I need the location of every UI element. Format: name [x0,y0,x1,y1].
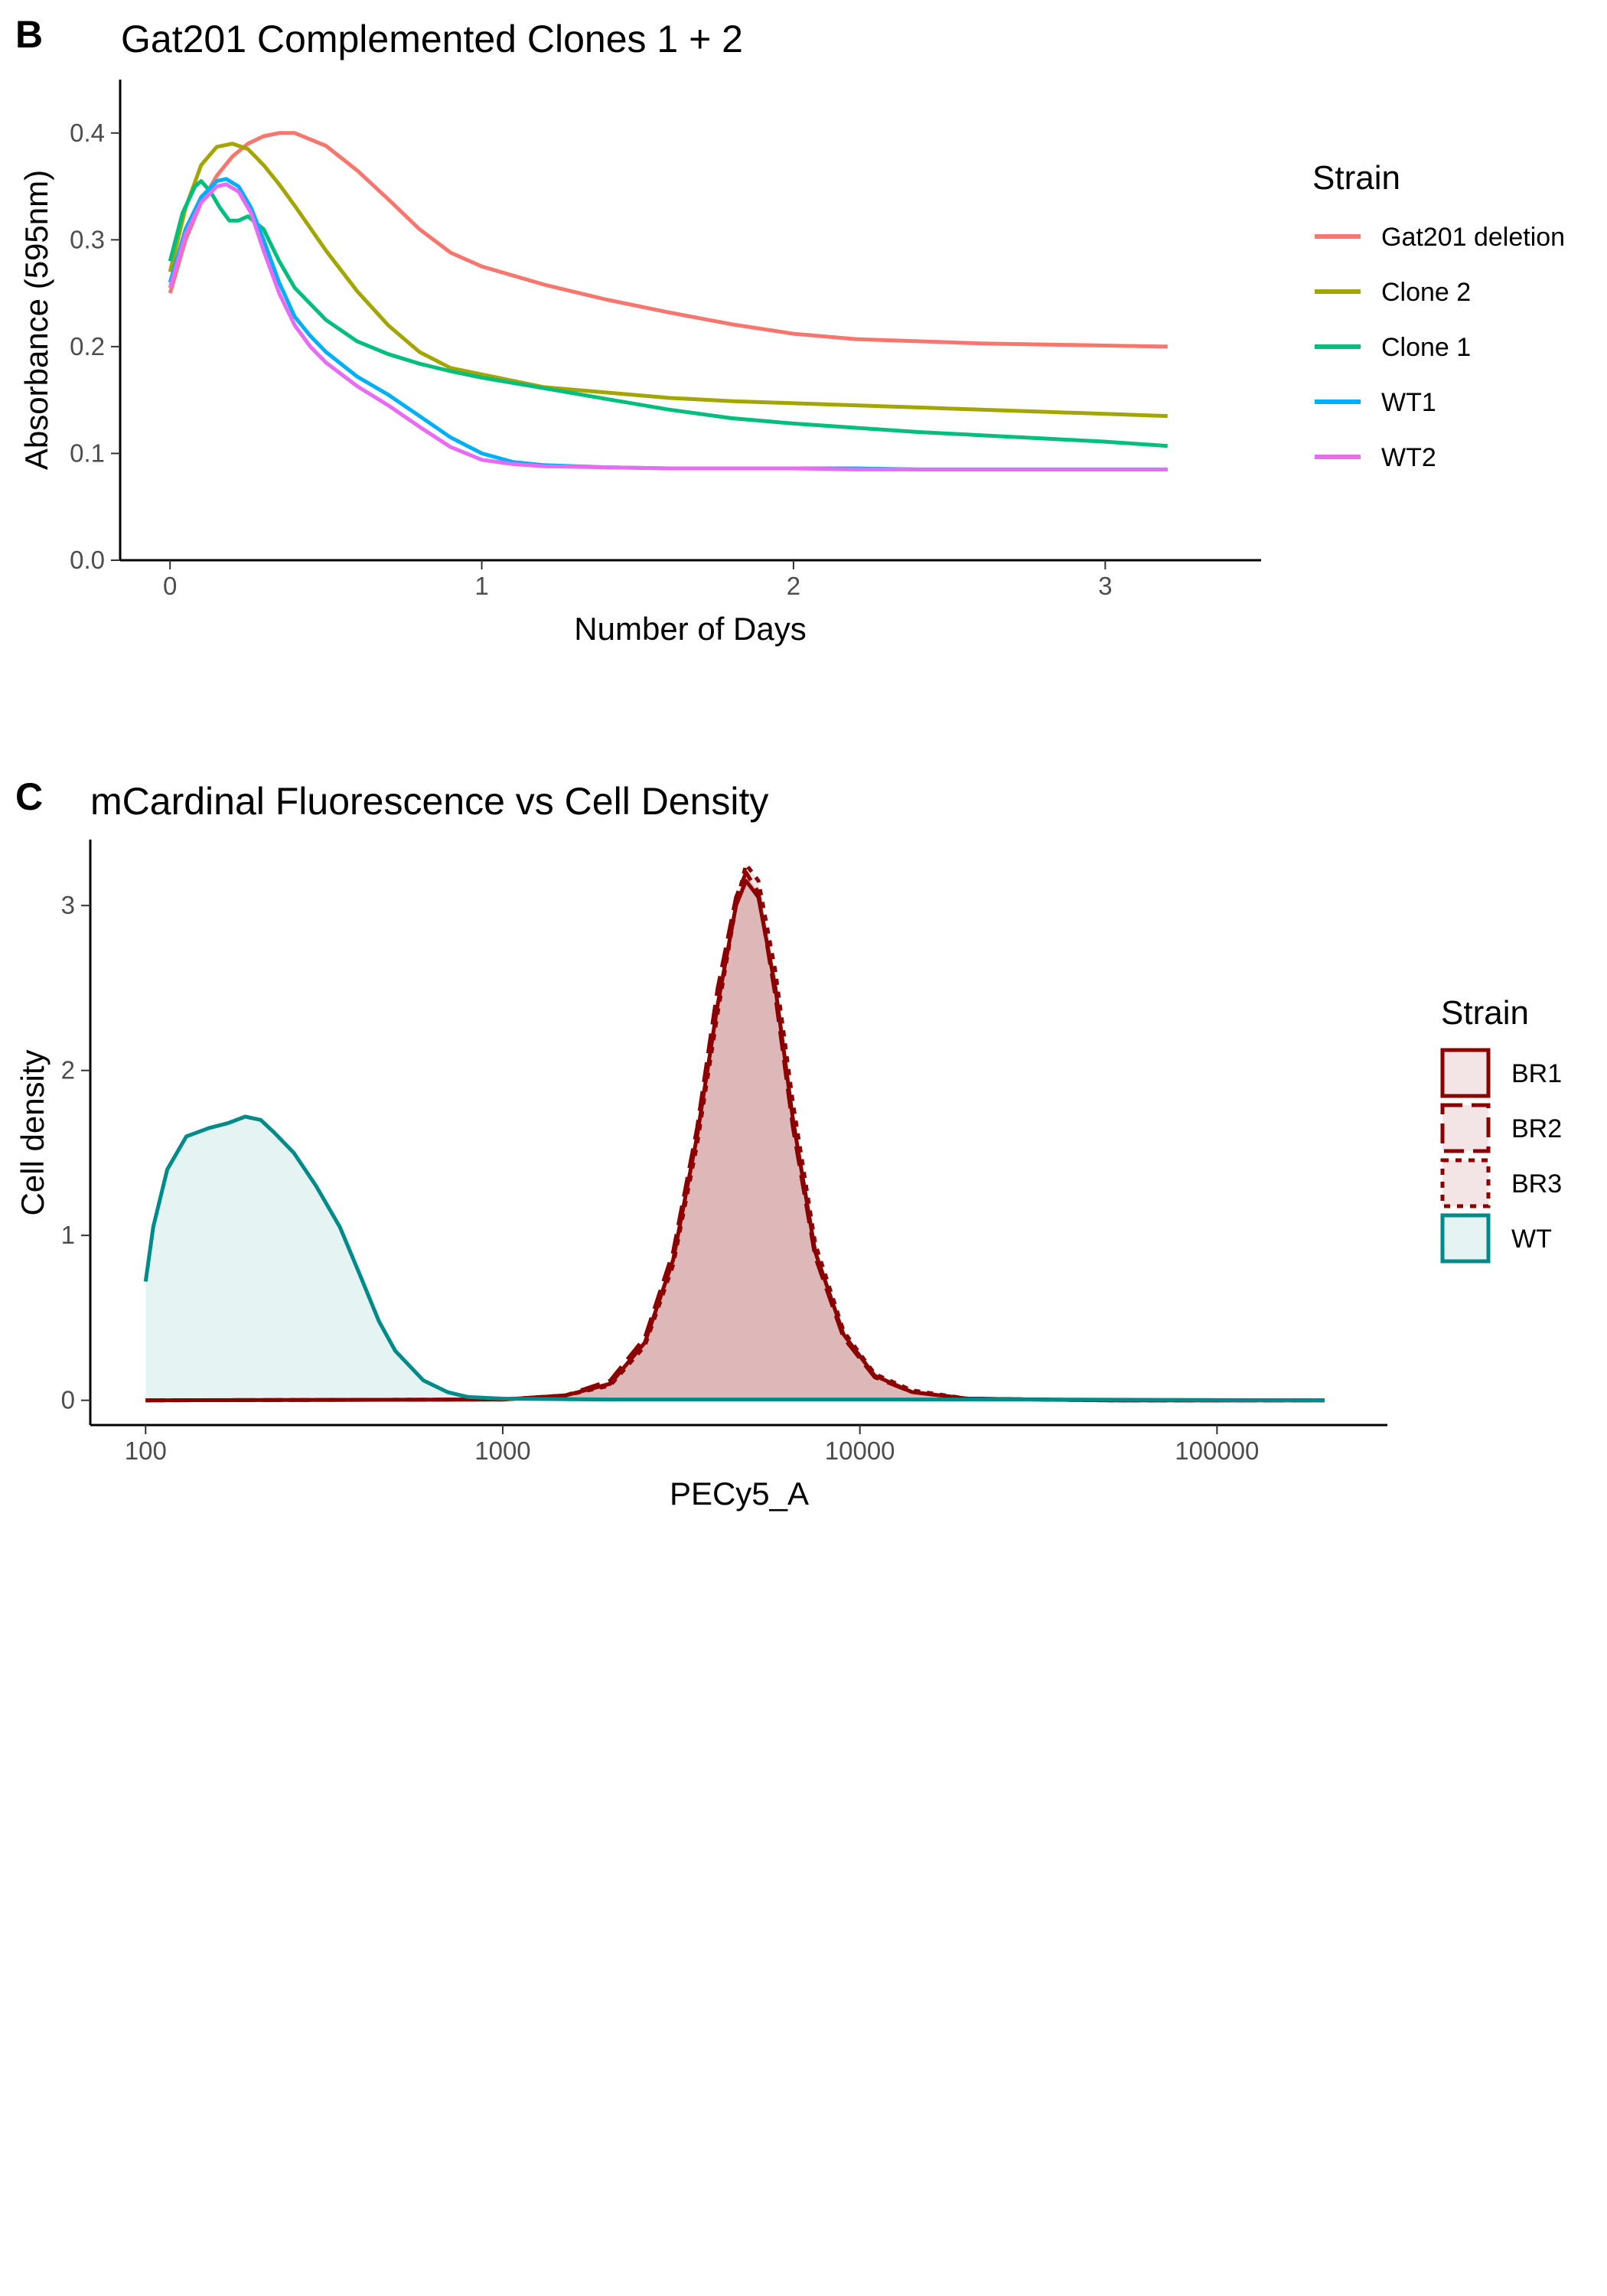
density-line-wt [143,1114,1325,1403]
legend-key-br1 [1440,1048,1491,1098]
y-tick-label: 0.2 [70,332,105,360]
panel-c: C mCardinal Fluorescence vs Cell Density… [15,775,1562,1512]
density-line-br3 [145,862,1325,1403]
legend-key-br3 [1440,1158,1491,1208]
legend-title-b: Strain [1312,159,1400,197]
legend-label-br1: BR1 [1511,1059,1562,1088]
legend-items-b: Gat201 deletion Clone 2 Clone 1 WT1 WT2 [1315,223,1565,472]
legend-items-c: BR1 BR2 BR3 WT [1440,1048,1562,1264]
y-axis-ticks-b: 0.0 0.1 0.2 0.3 0.4 [70,119,120,574]
y-tick-label: 1 [61,1221,75,1249]
legend-label-clone-1: Clone 1 [1381,333,1471,362]
legend-label-wt: WT [1511,1225,1552,1254]
legend-label-wt1: WT1 [1381,388,1436,417]
series-lines-b [168,131,1168,471]
density-fill-br1 [145,880,1325,1401]
legend-key-wt [1440,1213,1491,1264]
legend-key-br2 [1440,1103,1491,1153]
y-tick-label: 0.4 [70,119,105,147]
y-axis-title-b: Absorbance (595nm) [18,170,54,470]
legend-label-br2: BR2 [1511,1114,1562,1143]
legend-label-clone-2: Clone 2 [1381,278,1471,307]
y-tick-label: 2 [61,1056,75,1084]
legend-title-c: Strain [1441,994,1529,1032]
x-tick-label: 2 [787,572,800,600]
x-tick-label: 0 [163,572,177,600]
x-tick-label: 1000 [474,1437,530,1465]
y-tick-label: 3 [61,891,75,919]
plot-area-c: 100 1000 10000 100000 0 1 2 3 [61,840,1387,1465]
panel-b: B Gat201 Complemented Clones 1 + 2 0 1 2 3 … [15,13,1565,647]
legend-label-gat201-deletion: Gat201 deletion [1381,223,1565,252]
series-line-gat201-deletion [168,131,1168,349]
x-tick-label: 3 [1098,572,1112,600]
y-tick-label: 0 [61,1386,75,1414]
panel-letter-c: C [15,775,43,818]
y-tick-label: 0.1 [70,439,105,467]
legend-label-wt2: WT2 [1381,443,1436,472]
series-line-wt1 [168,177,1168,471]
chart-title-b: Gat201 Complemented Clones 1 + 2 [121,18,743,60]
chart-title-c: mCardinal Fluorescence vs Cell Density [90,780,768,823]
series-line-clone-2 [168,142,1168,419]
series-line-clone-1 [168,179,1168,448]
x-tick-label: 10000 [825,1437,895,1465]
density-line-br2 [145,870,1325,1403]
density-curves-c [143,862,1325,1403]
legend-b: Strain Gat201 deletion Clone 2 Clone 1 WT1 W… [1312,159,1565,472]
y-tick-label: 0.3 [70,225,105,253]
density-fill-br3 [145,864,1325,1401]
x-tick-label: 1 [474,572,488,600]
x-axis-ticks-b: 0 1 2 3 [163,560,1112,600]
density-fill-br2 [145,872,1325,1401]
plot-area-b: 0 1 2 3 0.0 0.1 0.2 0.3 0.4 [70,80,1261,600]
density-fill-wt [145,1117,1325,1401]
x-axis-title-b: Number of Days [574,611,806,647]
x-axis-ticks-c: 100 1000 10000 100000 [125,1425,1259,1465]
x-tick-label: 100 [125,1437,167,1465]
panel-letter-b: B [15,13,43,56]
legend-c: Strain BR1 BR2 BR3 WT [1440,994,1562,1264]
y-axis-ticks-c: 0 1 2 3 [61,891,90,1414]
y-axis-title-c: Cell density [15,1049,51,1215]
x-axis-title-c: PECy5_A [670,1476,809,1512]
legend-label-br3: BR3 [1511,1169,1562,1199]
series-line-wt2 [168,182,1168,471]
y-tick-label: 0.0 [70,546,105,574]
x-tick-label: 100000 [1175,1437,1259,1465]
